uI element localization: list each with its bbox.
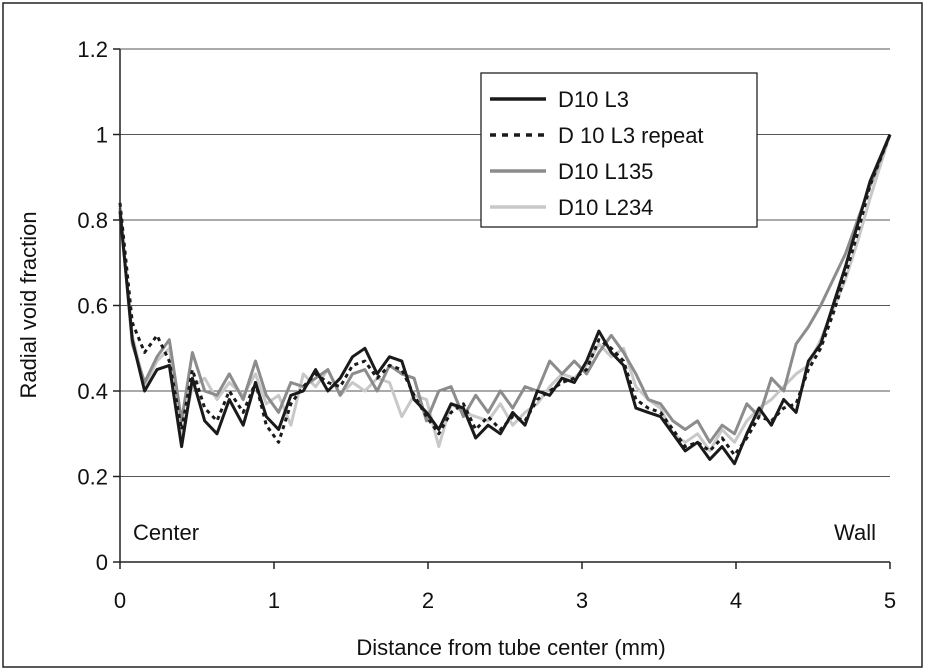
y-axis-ticks: 0 0.2 0.4 0.6 0.8 1 1.2 (77, 37, 120, 575)
x-tick-label: 3 (576, 588, 588, 613)
series-line-d10-l3 (118, 133, 892, 466)
y-tick-label: 0.8 (77, 208, 108, 233)
y-tick-label: 0.2 (77, 465, 108, 490)
y-tick-label: 0.4 (77, 379, 108, 404)
y-tick-label: 1 (96, 123, 108, 148)
x-tick-label: 5 (884, 588, 896, 613)
y-tick-label: 0 (96, 550, 108, 575)
legend: D10 L3 D 10 L3 repeat D10 L135 D10 L234 (480, 72, 758, 228)
series-line-d10-l135 (118, 133, 892, 444)
y-tick-label: 0.6 (77, 294, 108, 319)
annotation-wall: Wall (834, 520, 876, 545)
legend-label: D10 L135 (558, 159, 653, 184)
x-axis-label: Distance from tube center (mm) (356, 635, 665, 660)
x-tick-label: 2 (422, 588, 434, 613)
legend-label: D10 L234 (558, 195, 653, 220)
annotation-center: Center (133, 520, 199, 545)
y-axis-label: Radial void fraction (16, 211, 41, 398)
series-line-d-10-l3-repeat (118, 133, 892, 457)
y-tick-label: 1.2 (77, 37, 108, 62)
legend-label: D 10 L3 repeat (558, 123, 704, 148)
legend-label: D10 L3 (558, 87, 629, 112)
x-tick-label: 0 (114, 588, 126, 613)
x-tick-label: 4 (730, 588, 742, 613)
x-axis-ticks: 0 1 2 3 4 5 (114, 562, 896, 613)
series-lines (118, 133, 892, 466)
x-tick-label: 1 (268, 588, 280, 613)
